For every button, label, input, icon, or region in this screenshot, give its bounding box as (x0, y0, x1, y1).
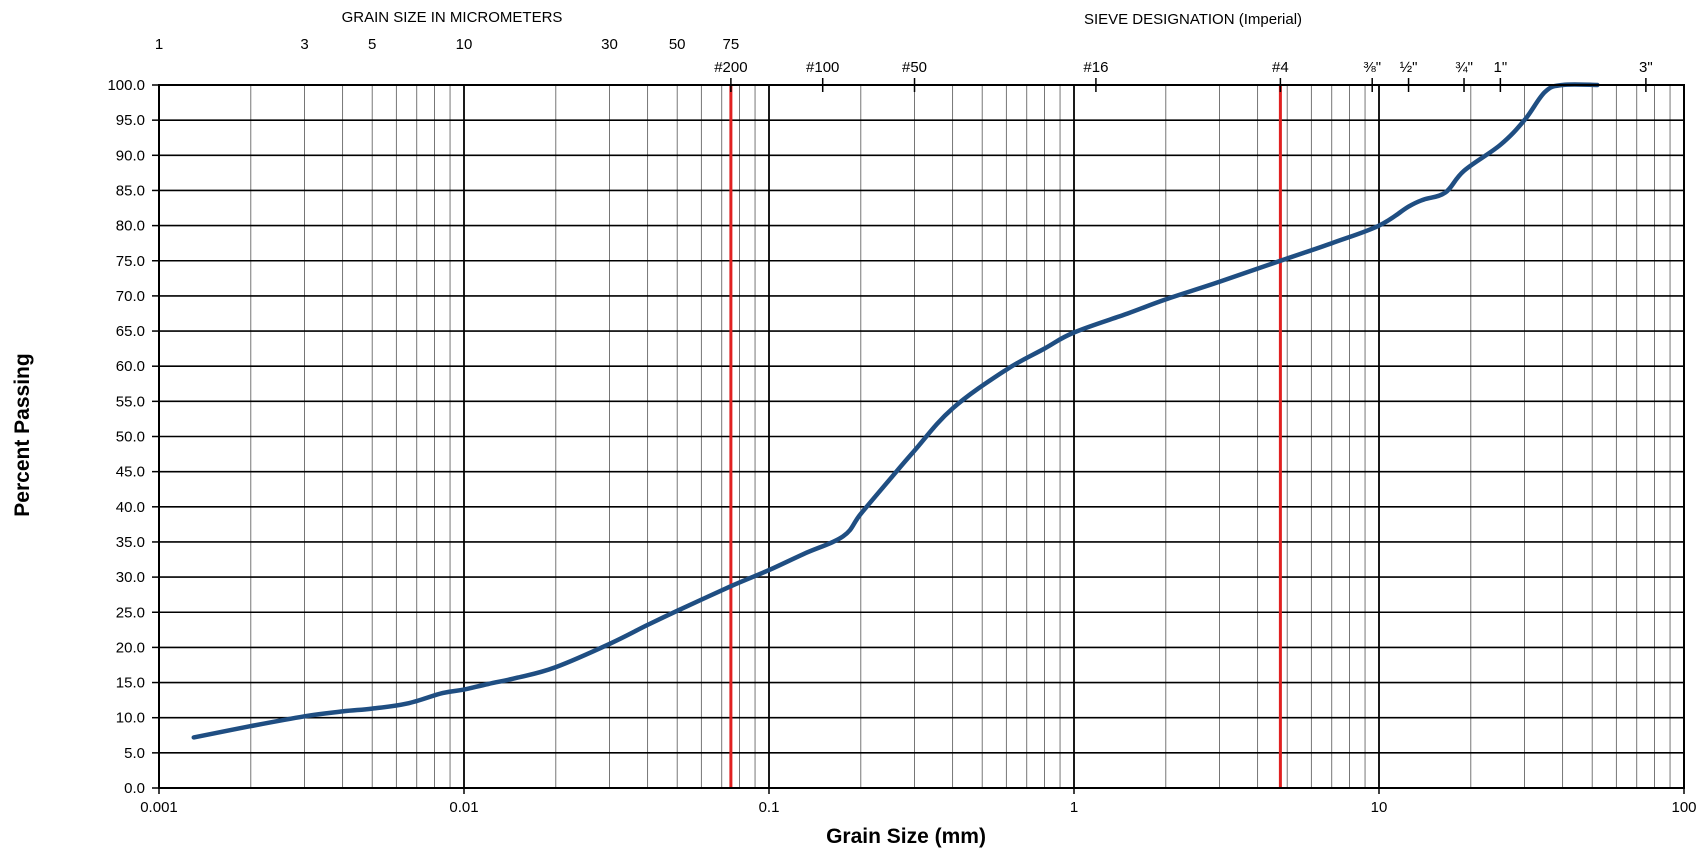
y-tick-label: 75.0 (116, 253, 145, 270)
y-tick-label: 10.0 (116, 710, 145, 727)
micrometer-tick-label: 3 (300, 36, 308, 53)
y-tick-label: 50.0 (116, 429, 145, 446)
y-tick-label: 100.0 (107, 77, 145, 94)
y-tick-label: 35.0 (116, 534, 145, 551)
y-tick-label: 20.0 (116, 639, 145, 656)
y-tick-label: 55.0 (116, 393, 145, 410)
y-tick-label: 85.0 (116, 182, 145, 199)
tick-labels-layer: 0.05.010.015.020.025.030.035.040.045.050… (107, 36, 1696, 816)
micrometer-tick-label: 50 (669, 36, 686, 53)
y-tick-label: 70.0 (116, 288, 145, 305)
micrometer-tick-label: 5 (368, 36, 376, 53)
y-tick-label: 15.0 (116, 675, 145, 692)
sieve-tick-label: #100 (806, 59, 839, 76)
sieve-tick-label: ½" (1400, 59, 1418, 76)
x-tick-label: 10 (1371, 799, 1388, 816)
micrometer-tick-label: 75 (723, 36, 740, 53)
micrometer-tick-label: 1 (155, 36, 163, 53)
x-tick-label: 1 (1070, 799, 1078, 816)
y-tick-label: 80.0 (116, 218, 145, 235)
y-tick-label: 5.0 (124, 745, 145, 762)
y-tick-label: 45.0 (116, 464, 145, 481)
sieve-tick-label: ⅜" (1363, 59, 1381, 76)
y-tick-label: 60.0 (116, 358, 145, 375)
micrometer-tick-label: 10 (456, 36, 473, 53)
gradation-curve (194, 84, 1598, 737)
x-axis-title: Grain Size (mm) (826, 825, 986, 848)
sieve-tick-label: #16 (1083, 59, 1108, 76)
y-tick-label: 95.0 (116, 112, 145, 129)
micrometer-tick-label: 30 (601, 36, 618, 53)
y-tick-label: 25.0 (116, 604, 145, 621)
sieve-tick-label: #200 (714, 59, 747, 76)
sieve-tick-label: #50 (902, 59, 927, 76)
y-tick-label: 90.0 (116, 147, 145, 164)
sieve-tick-label: #4 (1272, 59, 1289, 76)
sieve-axis-title: SIEVE DESIGNATION (Imperial) (1084, 11, 1302, 28)
x-tick-label: 0.1 (759, 799, 780, 816)
grid-layer (159, 85, 1684, 788)
y-tick-label: 40.0 (116, 499, 145, 516)
x-tick-label: 0.001 (140, 799, 178, 816)
x-tick-label: 100 (1671, 799, 1696, 816)
y-tick-label: 0.0 (124, 780, 145, 797)
x-tick-label: 0.01 (449, 799, 478, 816)
series-layer (193, 84, 1598, 737)
y-tick-label: 65.0 (116, 323, 145, 340)
sieve-tick-label: 1" (1494, 59, 1508, 76)
y-axis-title: Percent Passing (11, 353, 34, 516)
sieve-tick-label: ¾" (1455, 59, 1473, 76)
y-tick-label: 30.0 (116, 569, 145, 586)
micrometer-axis-title: GRAIN SIZE IN MICROMETERS (342, 9, 563, 26)
sieve-tick-label: 3" (1639, 59, 1653, 76)
